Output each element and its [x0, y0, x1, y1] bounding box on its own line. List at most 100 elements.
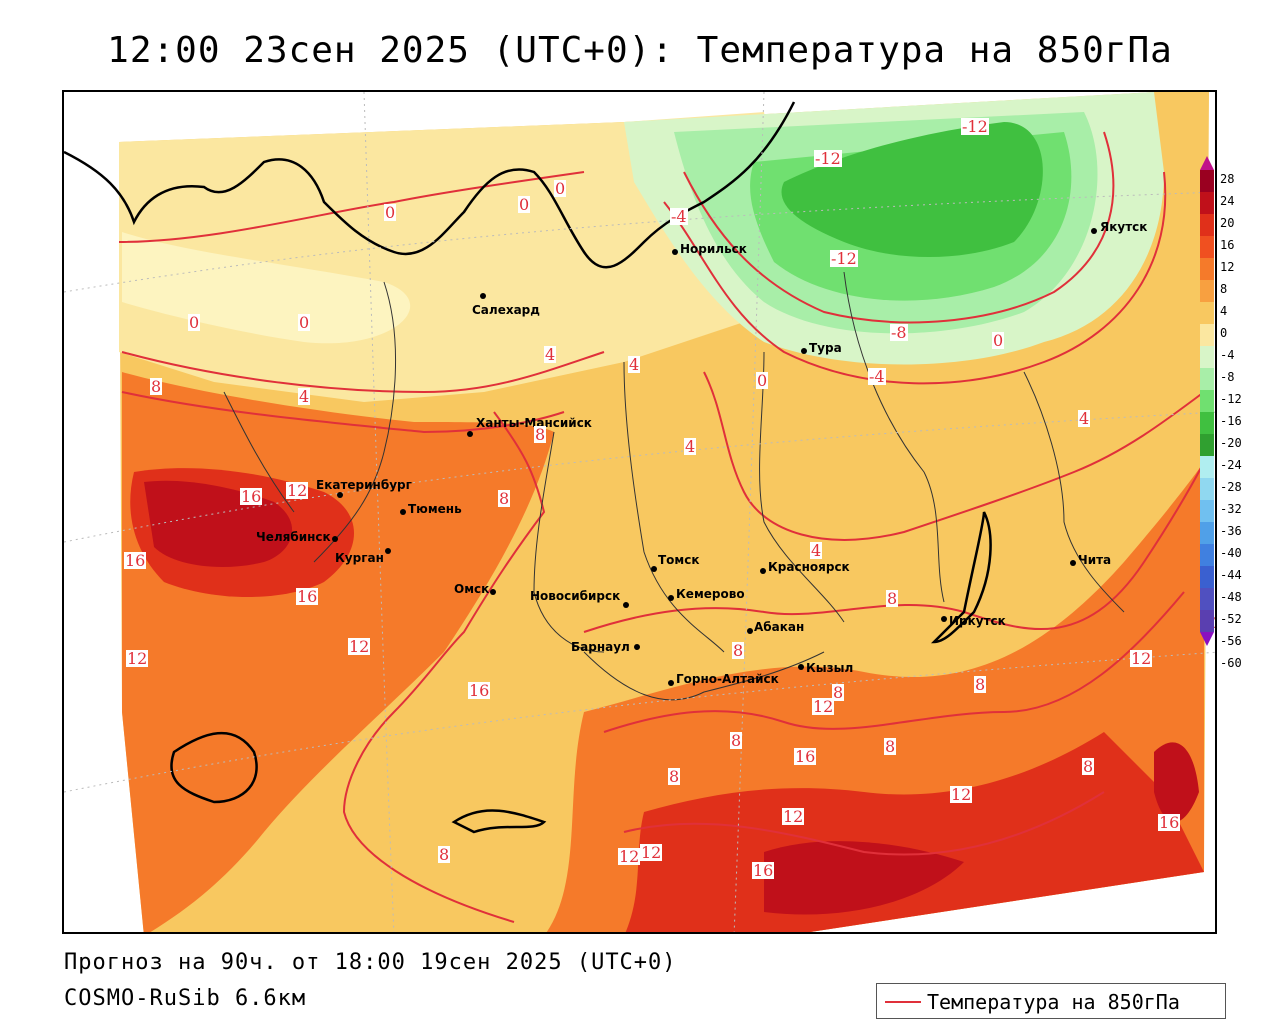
- colorbar-label: 28: [1220, 172, 1235, 186]
- contour-label: 4: [1078, 409, 1091, 428]
- contour-label: 0: [554, 179, 567, 198]
- city-dot: [1091, 228, 1097, 234]
- city-label-krasnoyarsk: Красноярск: [768, 560, 850, 574]
- colorbar-cell: [1200, 258, 1214, 280]
- colorbar-top-arrow: [1200, 156, 1214, 170]
- colorbar-cell: [1200, 170, 1214, 192]
- contour-label: 12: [126, 649, 149, 668]
- contour-label: 8: [534, 425, 547, 444]
- colorbar-cell: [1200, 478, 1214, 500]
- colorbar-cell: [1200, 236, 1214, 258]
- contour-label: 8: [150, 377, 163, 396]
- model-caption: COSMO-RuSib 6.6км: [64, 986, 307, 1011]
- legend-line-swatch: [885, 1001, 921, 1003]
- colorbar-cell: [1200, 544, 1214, 566]
- colorbar-label: -40: [1220, 546, 1242, 560]
- contour-label: 0: [992, 331, 1005, 350]
- city-label-ekaterinburg: Екатеринбург: [316, 478, 412, 492]
- colorbar: [1200, 156, 1214, 646]
- city-dot: [490, 589, 496, 595]
- colorbar-cell: [1200, 500, 1214, 522]
- colorbar-label: 4: [1220, 304, 1228, 318]
- city-label-tomsk: Томск: [658, 553, 700, 567]
- city-label-gorno-altaysk: Горно-Алтайск: [676, 672, 779, 686]
- contour-label: 16: [1158, 813, 1181, 832]
- contour-label: 12: [812, 697, 835, 716]
- contour-label: 8: [832, 683, 845, 702]
- contour-label: 12: [618, 847, 641, 866]
- colorbar-label: -60: [1220, 656, 1242, 670]
- colorbar-label: 8: [1220, 282, 1228, 296]
- city-label-irkutsk: Иркутск: [949, 614, 1006, 628]
- contour-label: 16: [468, 681, 491, 700]
- colorbar-cell: [1200, 346, 1214, 368]
- city-label-salekhard: Салехард: [472, 303, 540, 317]
- contour-label: 0: [518, 195, 531, 214]
- legend: Температура на 850гПа: [876, 983, 1226, 1019]
- city-dot: [760, 568, 766, 574]
- colorbar-label: 0: [1220, 326, 1228, 340]
- contour-label: 16: [240, 487, 263, 506]
- contour-label: -12: [830, 249, 858, 268]
- colorbar-label: -4: [1220, 348, 1235, 362]
- colorbar-cell: [1200, 434, 1214, 456]
- contour-label: 12: [286, 481, 309, 500]
- city-dot: [798, 664, 804, 670]
- contour-label: 16: [296, 587, 319, 606]
- city-dot: [941, 616, 947, 622]
- contour-label: 12: [640, 843, 663, 862]
- city-label-norilsk: Норильск: [680, 242, 747, 256]
- city-dot: [1070, 560, 1076, 566]
- city-dot: [337, 492, 343, 498]
- city-label-kurgan: Курган: [335, 551, 384, 565]
- city-label-tyumen: Тюмень: [408, 502, 462, 516]
- contour-label: 4: [544, 345, 557, 364]
- contour-label: 16: [794, 747, 817, 766]
- colorbar-cell: [1200, 324, 1214, 346]
- contour-label: 12: [348, 637, 371, 656]
- colorbar-label: -12: [1220, 392, 1242, 406]
- city-dot: [623, 602, 629, 608]
- colorbar-label: -52: [1220, 612, 1242, 626]
- contour-label: -12: [961, 117, 989, 136]
- contour-label: 0: [756, 371, 769, 390]
- colorbar-label: -28: [1220, 480, 1242, 494]
- contour-label: 8: [974, 675, 987, 694]
- colorbar-label: 12: [1220, 260, 1235, 274]
- contour-label: -8: [890, 323, 908, 342]
- city-label-chelyabinsk: Челябинск: [256, 530, 331, 544]
- colorbar-cell: [1200, 302, 1214, 324]
- city-dot: [668, 680, 674, 686]
- colorbar-cell: [1200, 588, 1214, 610]
- colorbar-label: 24: [1220, 194, 1235, 208]
- city-label-tura: Тура: [809, 341, 842, 355]
- colorbar-label: 16: [1220, 238, 1235, 252]
- city-label-barnaul: Барнаул: [571, 640, 630, 654]
- contour-label: -4: [670, 207, 688, 226]
- contour-label: -12: [814, 149, 842, 168]
- city-label-omsk: Омск: [454, 582, 490, 596]
- city-label-chita: Чита: [1078, 553, 1112, 567]
- colorbar-cell: [1200, 456, 1214, 478]
- colorbar-cell: [1200, 412, 1214, 434]
- colorbar-cell: [1200, 522, 1214, 544]
- contour-label: 12: [950, 785, 973, 804]
- contour-label: 4: [298, 387, 311, 406]
- city-label-kemerovo: Кемерово: [676, 587, 745, 601]
- city-dot: [668, 595, 674, 601]
- colorbar-label: -48: [1220, 590, 1242, 604]
- map-area[interactable]: Якутск Норильск Салехард Тура Ханты-Манс…: [62, 90, 1217, 934]
- page-title: 12:00 23сен 2025 (UTC+0): Температура на…: [107, 30, 1173, 71]
- city-dot: [634, 644, 640, 650]
- contour-label: 8: [884, 737, 897, 756]
- contour-label: 0: [298, 313, 311, 332]
- colorbar-cell: [1200, 368, 1214, 390]
- colorbar-bottom-arrow: [1200, 632, 1214, 646]
- city-label-yakutsk: Якутск: [1100, 220, 1148, 234]
- city-dot: [332, 536, 338, 542]
- colorbar-cell: [1200, 280, 1214, 302]
- colorbar-label: -32: [1220, 502, 1242, 516]
- city-label-khanty-mansiysk: Ханты-Мансийск: [476, 416, 592, 430]
- contour-label: 12: [782, 807, 805, 826]
- temperature-field: [64, 92, 1215, 932]
